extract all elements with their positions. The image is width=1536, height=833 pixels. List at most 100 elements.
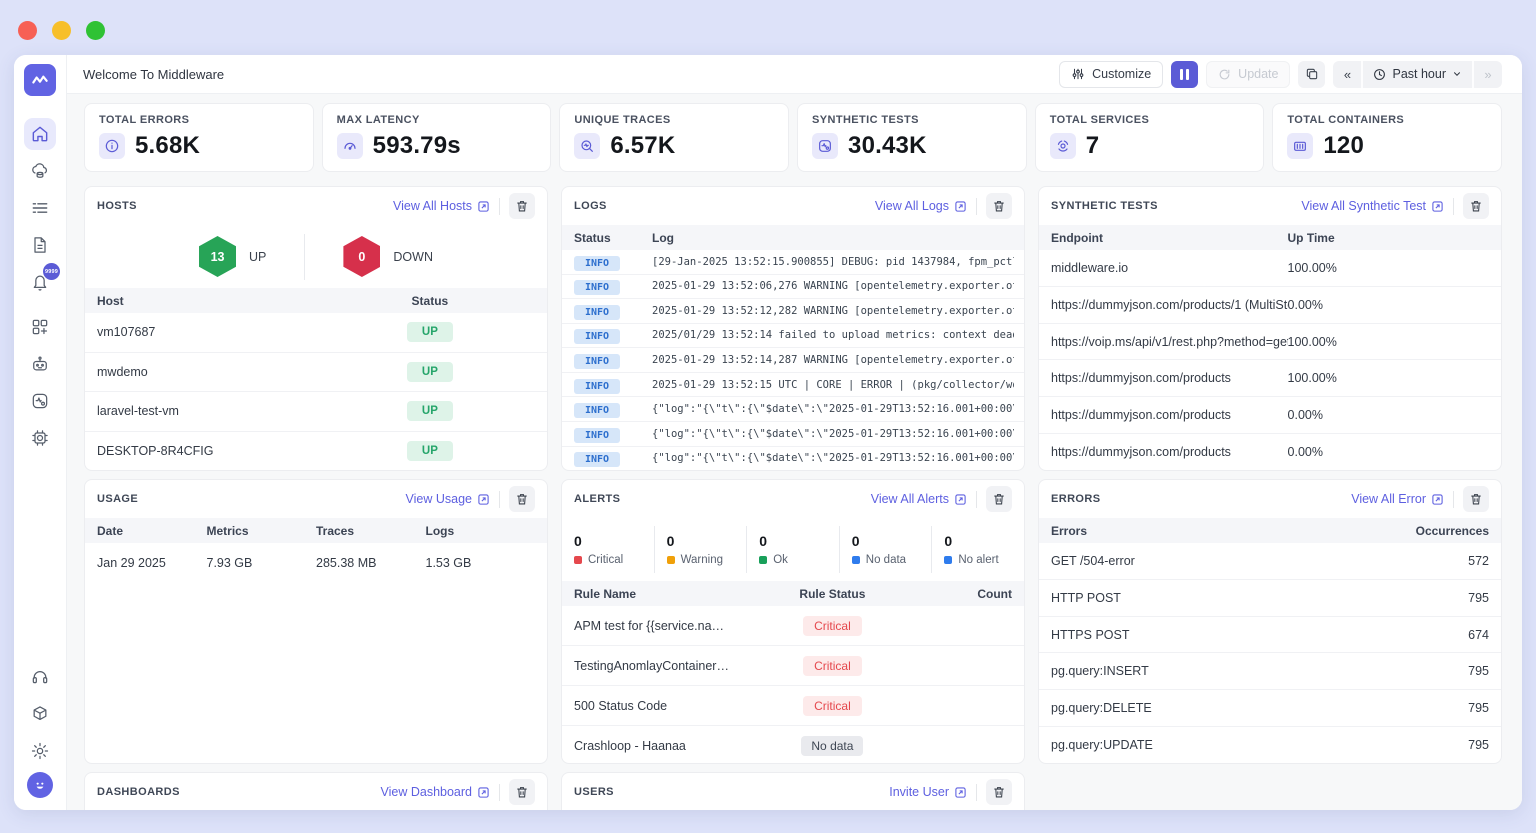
view-all-hosts-link[interactable]: View All Hosts	[393, 199, 490, 213]
remove-users-widget-button[interactable]	[986, 779, 1012, 805]
table-row[interactable]: https://dummyjson.com/products 100.00%	[1039, 360, 1501, 398]
sidebar-item-infrastructure[interactable]	[24, 155, 56, 187]
alert-rule-row[interactable]: 500 Status Code Critical	[562, 686, 1024, 726]
occurrences: 674	[1468, 627, 1489, 642]
customize-button[interactable]: Customize	[1059, 60, 1164, 88]
pause-refresh-button[interactable]	[1171, 60, 1199, 88]
log-row[interactable]: INFO 2025-01-29 13:52:06,276 WARNING [ope…	[562, 275, 1024, 300]
log-row[interactable]: INFO 2025/01/29 13:52:14 failed to upload…	[562, 324, 1024, 349]
table-row[interactable]: vm107687 UP	[85, 313, 547, 353]
log-row[interactable]: INFO {"log":"{\"t\":{\"$date\":\"2025-01-…	[562, 397, 1024, 422]
log-message: {"log":"{\"t\":{\"$date\":\"2025-01-29T1…	[652, 403, 1014, 416]
remove-usage-widget-button[interactable]	[509, 486, 535, 512]
usage-panel: USAGE View Usage Date Metrics Traces Log…	[84, 479, 548, 764]
page-title: Welcome To Middleware	[83, 66, 225, 82]
hosts-table: vm107687 UP mwdemo UP laravel-test-vm UP DE…	[85, 313, 547, 470]
divider	[499, 197, 500, 215]
view-all-alerts-link[interactable]: View All Alerts	[871, 492, 967, 506]
log-row[interactable]: INFO 2025-01-29 13:52:14,287 WARNING [ope…	[562, 348, 1024, 373]
remove-hosts-widget-button[interactable]	[509, 193, 535, 219]
usage-logs: 1.53 GB	[425, 556, 472, 570]
view-all-logs-link[interactable]: View All Logs	[875, 199, 967, 213]
occurrences: 795	[1468, 701, 1489, 716]
remove-dashboards-widget-button[interactable]	[509, 779, 535, 805]
user-avatar[interactable]	[27, 772, 53, 798]
error-name: pg.query:UPDATE	[1051, 738, 1153, 753]
remove-alerts-widget-button[interactable]	[986, 486, 1012, 512]
stat-value: 5.68K	[135, 132, 201, 159]
error-row[interactable]: HTTPS POST 674	[1039, 617, 1501, 654]
sidebar-item-ai-bot[interactable]	[24, 348, 56, 380]
time-range-selector[interactable]: Past hour	[1363, 67, 1472, 81]
occurrences: 795	[1468, 664, 1489, 679]
close-window-button[interactable]	[18, 21, 37, 40]
sidebar-item-dashboard-builder[interactable]	[24, 311, 56, 343]
view-dashboard-link[interactable]: View Dashboard	[381, 785, 491, 799]
sidebar-item-logs[interactable]	[24, 192, 56, 224]
view-all-synthetic-link[interactable]: View All Synthetic Test	[1301, 199, 1444, 213]
log-row[interactable]: INFO {"log":"{\"t\":{\"$date\":\"2025-01-…	[562, 422, 1024, 447]
remove-logs-widget-button[interactable]	[986, 193, 1012, 219]
time-forward-button[interactable]: »	[1484, 66, 1492, 82]
link-label: Invite User	[889, 785, 949, 799]
sidebar-item-settings[interactable]	[24, 735, 56, 767]
invite-user-link[interactable]: Invite User	[889, 785, 967, 799]
error-name: pg.query:DELETE	[1051, 701, 1152, 716]
alert-rule-row[interactable]: Crashloop - Haanaa No data	[562, 726, 1024, 763]
sidebar-item-synthetic-tests[interactable]	[24, 385, 56, 417]
alert-rule-row[interactable]: APM test for {{service.na… Critical	[562, 606, 1024, 646]
label: No alert	[958, 554, 999, 566]
error-row[interactable]: pg.query:INSERT 795	[1039, 653, 1501, 691]
table-row[interactable]: https://dummyjson.com/products 0.00%	[1039, 434, 1501, 470]
table-row[interactable]: laravel-test-vm UP	[85, 392, 547, 432]
sidebar-item-alerts[interactable]: 9999	[24, 263, 60, 298]
trash-icon	[994, 787, 1004, 798]
trash-icon	[517, 494, 527, 505]
update-button[interactable]: Update	[1206, 60, 1291, 88]
alert-rule-row[interactable]: TestingAnomlayContainer… Critical	[562, 646, 1024, 686]
maximize-window-button[interactable]	[86, 21, 105, 40]
sidebar-item-processes[interactable]	[24, 422, 56, 454]
sidebar-item-support[interactable]	[24, 661, 56, 693]
sidebar-item-integrations[interactable]	[24, 698, 56, 730]
log-row[interactable]: INFO 2025-01-29 13:52:15 UTC | CORE | ERR…	[562, 373, 1024, 398]
error-row[interactable]: pg.query:UPDATE 795	[1039, 727, 1501, 763]
table-row[interactable]: mwdemo UP	[85, 353, 547, 392]
status-badge: UP	[406, 361, 453, 382]
log-level-badge: INFO	[574, 280, 621, 296]
log-row[interactable]: INFO {"log":"{\"t\":{\"$date\":\"2025-01-…	[562, 447, 1024, 471]
time-back-button[interactable]: «	[1343, 66, 1352, 82]
remove-synthetic-widget-button[interactable]	[1463, 193, 1489, 219]
minimize-window-button[interactable]	[52, 21, 71, 40]
alerts-table: APM test for {{service.na… Critical Testi…	[562, 606, 1024, 763]
remove-errors-widget-button[interactable]	[1463, 486, 1489, 512]
divider	[1361, 60, 1364, 88]
column-header: Host	[97, 293, 124, 308]
column-header: Count	[977, 586, 1012, 601]
log-row[interactable]: INFO [29-Jan-2025 13:52:15.900855] DEBUG:…	[562, 250, 1024, 275]
error-row[interactable]: pg.query:DELETE 795	[1039, 690, 1501, 728]
synthetic-table: middleware.io 100.00% https://dummyjson.c…	[1039, 250, 1501, 470]
sidebar-item-home[interactable]	[24, 118, 56, 150]
external-link-icon	[955, 493, 966, 505]
table-row[interactable]: Jan 29 2025 7.93 GB 285.38 MB 1.53 GB	[85, 543, 547, 583]
table-row[interactable]: middleware.io 100.00%	[1039, 250, 1501, 287]
topbar-actions: Customize Update « Past hour	[1059, 60, 1502, 88]
uptime: 100.00%	[1287, 334, 1337, 349]
view-usage-link[interactable]: View Usage	[406, 492, 490, 506]
table-row[interactable]: https://voip.ms/api/v1/rest.php?method=g…	[1039, 324, 1501, 361]
log-row[interactable]: INFO 2025-01-29 13:52:12,282 WARNING [ope…	[562, 299, 1024, 324]
error-row[interactable]: GET /504-error 572	[1039, 543, 1501, 580]
error-row[interactable]: HTTP POST 795	[1039, 580, 1501, 617]
view-all-errors-link[interactable]: View All Error	[1351, 492, 1444, 506]
column-header: Traces	[316, 523, 355, 538]
table-row[interactable]: https://dummyjson.com/products 0.00%	[1039, 397, 1501, 435]
chip-icon	[32, 430, 48, 446]
table-row[interactable]: DESKTOP-8R4CFIG UP	[85, 432, 547, 471]
copy-dashboard-button[interactable]	[1298, 60, 1326, 88]
log-lines-icon	[32, 203, 48, 213]
usage-panel-title: USAGE	[97, 493, 139, 505]
table-row[interactable]: https://dummyjson.com/products/1 (MultiS…	[1039, 287, 1501, 324]
middleware-logo[interactable]	[24, 64, 56, 96]
sidebar-item-apm[interactable]	[24, 229, 56, 261]
